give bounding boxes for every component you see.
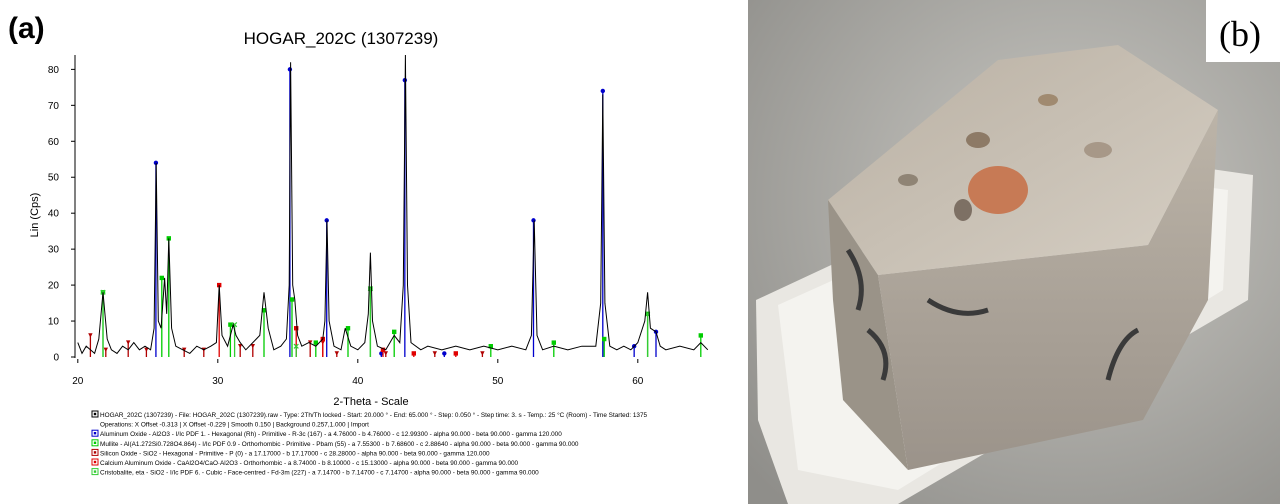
x-tick-label: 50 bbox=[492, 376, 504, 387]
stick-marker bbox=[104, 348, 108, 352]
pebble bbox=[966, 132, 990, 148]
y-tick-label: 30 bbox=[48, 245, 60, 256]
x-axis-label: 2-Theta - Scale bbox=[333, 396, 408, 408]
pebble bbox=[954, 199, 972, 221]
x-tick-label: 60 bbox=[632, 376, 644, 387]
legend-swatch-core bbox=[94, 470, 96, 472]
stick-marker bbox=[288, 67, 292, 71]
y-tick-label: 40 bbox=[48, 209, 60, 220]
legend-entry: Cristobalite, eta - SiO2 - I/Ic PDF 6. -… bbox=[100, 470, 539, 477]
y-tick-label: 70 bbox=[48, 101, 60, 112]
stick-marker bbox=[88, 333, 92, 337]
legend-swatch-core bbox=[94, 432, 96, 434]
y-axis-label: Lin (Cps) bbox=[29, 193, 41, 238]
x-tick-label: 20 bbox=[72, 376, 84, 387]
y-tick-label: 80 bbox=[48, 65, 60, 76]
stick-marker bbox=[454, 351, 458, 355]
stick-marker bbox=[412, 351, 416, 355]
stick-marker bbox=[552, 340, 556, 344]
x-tick-label: 40 bbox=[352, 376, 364, 387]
pebble bbox=[1084, 142, 1112, 158]
x-tick-label: 30 bbox=[212, 376, 224, 387]
stick-marker bbox=[346, 326, 350, 330]
legend-swatch-core bbox=[94, 451, 96, 453]
y-tick-label: 10 bbox=[48, 317, 60, 328]
y-tick-label: 20 bbox=[48, 281, 60, 292]
stick-marker bbox=[335, 351, 339, 355]
pebble bbox=[898, 174, 918, 186]
y-tick-label: 50 bbox=[48, 173, 60, 184]
stick-marker bbox=[602, 337, 606, 341]
stick-marker bbox=[228, 322, 232, 326]
legend-entry: Aluminum Oxide - Al2O3 - I/Ic PDF 1. - H… bbox=[100, 431, 562, 438]
stick-marker bbox=[290, 297, 294, 301]
stick-marker bbox=[433, 351, 437, 355]
panel-label: (b) bbox=[1219, 14, 1261, 54]
stick-marker bbox=[601, 89, 605, 93]
legend-operations: Operations: X Offset -0.313 | X Offset -… bbox=[100, 422, 369, 429]
legend-entry: Mullite - Al(A1.272Si0.728O4.864) - I/Ic… bbox=[100, 441, 579, 448]
pattern-line bbox=[78, 55, 708, 353]
stick-marker bbox=[699, 333, 703, 337]
stick-marker bbox=[392, 330, 396, 334]
legend-swatch-core bbox=[94, 413, 96, 415]
specimen-photo: (b) bbox=[748, 0, 1280, 504]
y-tick-label: 0 bbox=[53, 353, 59, 364]
stick-marker bbox=[442, 351, 446, 355]
chart-title: HOGAR_202C (1307239) bbox=[244, 29, 439, 48]
legend-entry: HOGAR_202C (1307239) - File: HOGAR_202C … bbox=[100, 411, 647, 419]
panel-label: (a) bbox=[8, 12, 45, 45]
stick-marker bbox=[531, 218, 535, 222]
legend-entry: Calcium Aluminum Oxide - CaAl2O4/CaO·Al2… bbox=[100, 460, 519, 467]
brick-inclusion bbox=[968, 166, 1028, 214]
stick-marker bbox=[160, 276, 164, 280]
xrd-chart: (a) HOGAR_202C (1307239) Lin (Cps) 2-The… bbox=[0, 0, 748, 504]
legend-swatch-core bbox=[94, 461, 96, 463]
legend-swatch-core bbox=[94, 442, 96, 444]
pebble bbox=[1038, 94, 1058, 106]
legend-entry: Silicon Oxide - SiO2 - Hexagonal - Primi… bbox=[100, 450, 490, 457]
stick-marker bbox=[480, 351, 484, 355]
page: {"chart_data": { "type": "line", "panel_… bbox=[0, 0, 1280, 504]
y-tick-label: 60 bbox=[48, 137, 60, 148]
stick-marker bbox=[126, 340, 130, 344]
stick-marker bbox=[294, 326, 298, 330]
